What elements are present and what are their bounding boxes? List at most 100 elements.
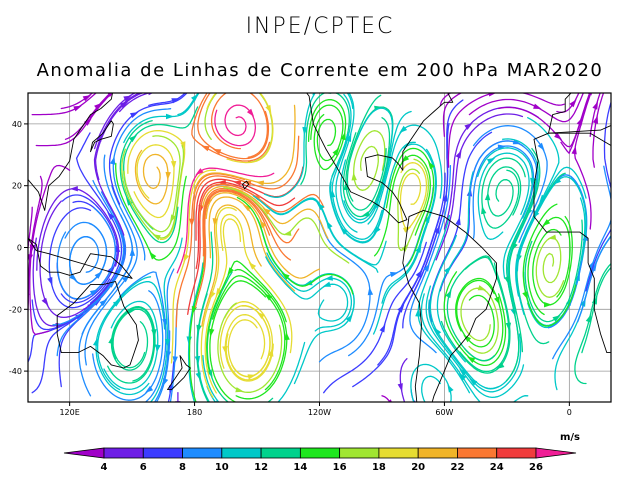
streamline-arrow <box>326 220 333 229</box>
streamline-arrow <box>172 356 178 365</box>
streamline-arrow <box>445 289 452 299</box>
streamline-arrow <box>494 78 502 83</box>
streamline-arrow <box>537 142 545 151</box>
streamline-arrow <box>585 314 591 323</box>
streamline <box>210 93 269 158</box>
streamline-arrow <box>284 331 290 341</box>
coast-hawaii <box>242 180 250 190</box>
coastlines <box>28 93 611 402</box>
lat-tick-label: 40 <box>12 120 22 129</box>
streamline-arrow <box>212 218 218 227</box>
streamline-arrow <box>442 193 448 202</box>
streamline-arrow <box>379 324 386 333</box>
streamline-arrow <box>547 234 557 240</box>
coast-uk <box>554 93 557 94</box>
axis-ticks: 120E180120W60W060E40200-20-40 <box>9 120 572 417</box>
streamlines <box>28 78 611 419</box>
streamline-arrow <box>569 99 577 108</box>
streamline-arrow <box>281 272 290 280</box>
coast-north-america <box>306 93 454 224</box>
streamline-arrow <box>361 211 370 217</box>
streamline-arrow <box>162 318 168 328</box>
streamline-arrow <box>235 86 243 91</box>
streamline-arrow <box>571 146 577 155</box>
streamline-arrow <box>592 115 598 124</box>
streamline-arrow <box>553 177 562 185</box>
streamline-arrow <box>73 105 82 112</box>
streamline-arrow <box>496 362 505 370</box>
streamline-arrow <box>469 378 478 386</box>
colorbar-min-triangle <box>63 447 105 459</box>
streamline-arrow <box>94 271 103 279</box>
colorbar-box <box>260 447 301 459</box>
streamline-arrow <box>484 192 491 201</box>
streamline-arrow <box>302 126 308 136</box>
streamline-arrow <box>191 93 199 102</box>
streamline-arrow <box>552 315 561 322</box>
streamline-arrow <box>75 313 84 320</box>
streamline-arrow <box>227 267 234 276</box>
lat-tick-label: -20 <box>9 305 22 314</box>
streamline-arrow <box>83 118 92 126</box>
colorbar-label: 22 <box>450 462 464 473</box>
streamline-arrow <box>196 324 202 334</box>
streamline-arrow <box>170 161 177 170</box>
streamline-arrow <box>463 334 472 343</box>
streamline-arrow <box>544 302 553 308</box>
streamline <box>28 206 33 254</box>
streamline <box>585 93 591 107</box>
streamline-arrow <box>129 247 136 256</box>
streamline-arrow <box>129 135 137 143</box>
colorbar: 4 6 8 10 12 14 16 18 20 22 24 26 m/s <box>63 432 580 473</box>
streamline-arrow <box>191 306 197 315</box>
streamline-arrow <box>373 226 381 235</box>
streamline-arrow <box>427 161 435 170</box>
colorbar-label: 4 <box>101 462 108 473</box>
streamline-arrow <box>458 373 467 381</box>
streamline-arrow <box>249 83 258 89</box>
lon-tick-label: 0 <box>567 408 572 417</box>
streamline-arrow <box>232 180 242 186</box>
streamline-arrow <box>322 281 331 287</box>
colorbar-box <box>299 447 341 459</box>
streamline-arrow <box>109 156 116 165</box>
colorbar-label: 26 <box>529 462 543 473</box>
streamline-arrow <box>488 93 497 97</box>
lat-tick-label: 20 <box>12 182 22 191</box>
streamline-arrow <box>264 293 273 301</box>
lon-tick-label: 60W <box>435 408 453 417</box>
colorbar-label: 10 <box>215 462 229 473</box>
streamline-arrow <box>41 297 49 306</box>
colorbar-box <box>142 447 183 459</box>
streamline-arrow <box>351 172 357 181</box>
streamline-arrow <box>252 414 261 419</box>
streamline-arrow <box>107 211 115 220</box>
coast-europe <box>548 93 611 134</box>
coast-south-america <box>402 209 497 402</box>
streamline-arrow <box>415 308 421 317</box>
streamline-arrow <box>69 186 78 192</box>
coast-australia <box>56 281 139 369</box>
colorbar-box <box>103 447 144 459</box>
colorbar-box <box>378 447 419 459</box>
streamline-arrow <box>149 251 157 260</box>
streamline-arrow <box>89 289 99 296</box>
streamline-arrow <box>255 180 265 186</box>
lon-tick-label: 180 <box>187 408 202 417</box>
streamline-arrow <box>262 207 271 215</box>
colorbar-label: 20 <box>411 462 425 473</box>
streamline-arrow <box>265 104 272 114</box>
streamline-arrow <box>462 84 471 89</box>
streamline-arrow <box>130 112 139 118</box>
colorbar-label: 24 <box>490 462 504 473</box>
streamline-arrow <box>367 286 374 296</box>
agency-title: INPE/CPTEC <box>245 14 395 39</box>
streamline-arrow <box>212 149 222 155</box>
streamline-arrow <box>171 98 180 104</box>
streamline-arrow <box>592 101 598 110</box>
streamline-arrow <box>459 368 467 376</box>
streamline-arrow <box>119 101 129 109</box>
lat-tick-label: -40 <box>9 367 22 376</box>
colorbar-label: 18 <box>372 462 386 473</box>
